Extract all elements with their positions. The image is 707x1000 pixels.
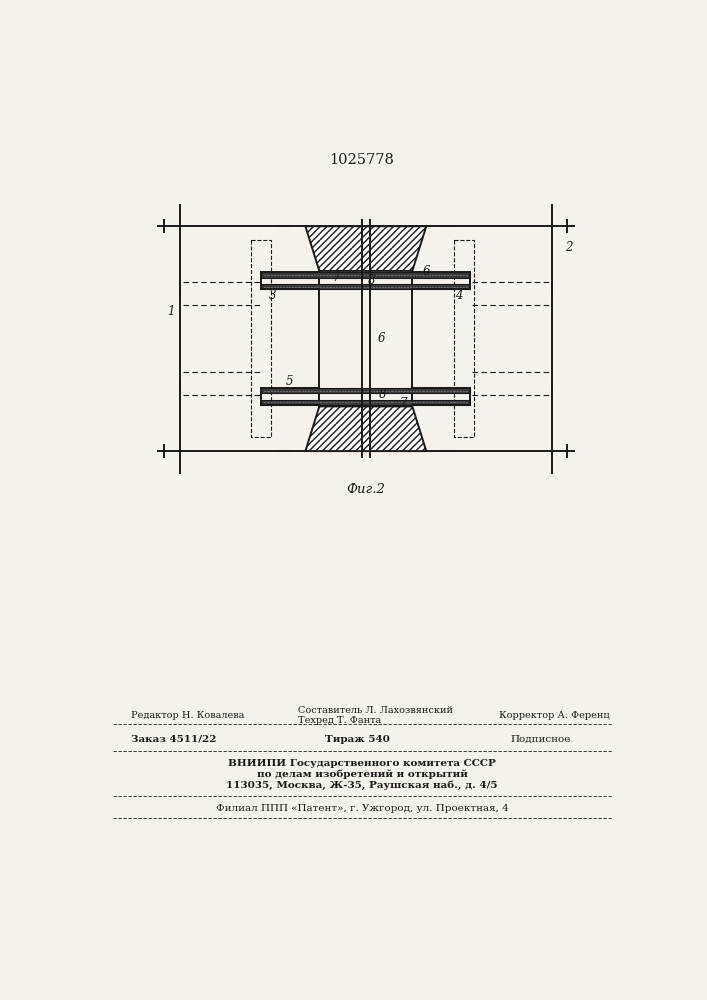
Text: Составитель Л. Лахозвянский: Составитель Л. Лахозвянский [298, 706, 452, 715]
Text: 3: 3 [269, 289, 276, 302]
Bar [251, 240, 271, 437]
Text: 8: 8 [379, 388, 387, 401]
Text: 113035, Москва, Ж-35, Раушская наб., д. 4/5: 113035, Москва, Ж-35, Раушская наб., д. … [226, 781, 498, 790]
Text: Подписное: Подписное [510, 735, 571, 744]
Text: Заказ 4511/22: Заказ 4511/22 [131, 735, 216, 744]
Polygon shape [305, 406, 426, 451]
Bar [261, 284, 470, 289]
Text: 1: 1 [167, 305, 174, 318]
Bar [261, 400, 470, 405]
Text: Тираж 540: Тираж 540 [325, 735, 390, 744]
Bar [261, 388, 470, 393]
Text: Филиал ППП «Патент», г. Ужгород, ул. Проектная, 4: Филиал ППП «Патент», г. Ужгород, ул. Про… [216, 804, 508, 813]
Text: Фиг.2: Фиг.2 [346, 483, 385, 496]
Text: по делам изобретений и открытий: по делам изобретений и открытий [257, 770, 467, 779]
Bar [180, 226, 552, 451]
Text: Техред Т. Фанта: Техред Т. Фанта [298, 716, 381, 725]
Text: Корректор А. Ференц: Корректор А. Ференц [499, 711, 609, 720]
Text: 7: 7 [332, 271, 340, 284]
Text: 6: 6 [378, 332, 385, 345]
Text: Редактор Н. Ковалева: Редактор Н. Ковалева [131, 711, 245, 720]
Bar [261, 272, 470, 278]
Text: 8: 8 [368, 274, 376, 287]
Text: 5: 5 [286, 375, 293, 388]
Text: ВНИИПИ Государственного комитета СССР: ВНИИПИ Государственного комитета СССР [228, 759, 496, 768]
Text: 2: 2 [565, 241, 573, 254]
Text: 7: 7 [399, 397, 407, 410]
Text: 1025778: 1025778 [329, 153, 395, 167]
Text: 4: 4 [455, 289, 462, 302]
Text: 6: 6 [423, 265, 430, 278]
Bar [454, 240, 474, 437]
Polygon shape [305, 226, 426, 271]
